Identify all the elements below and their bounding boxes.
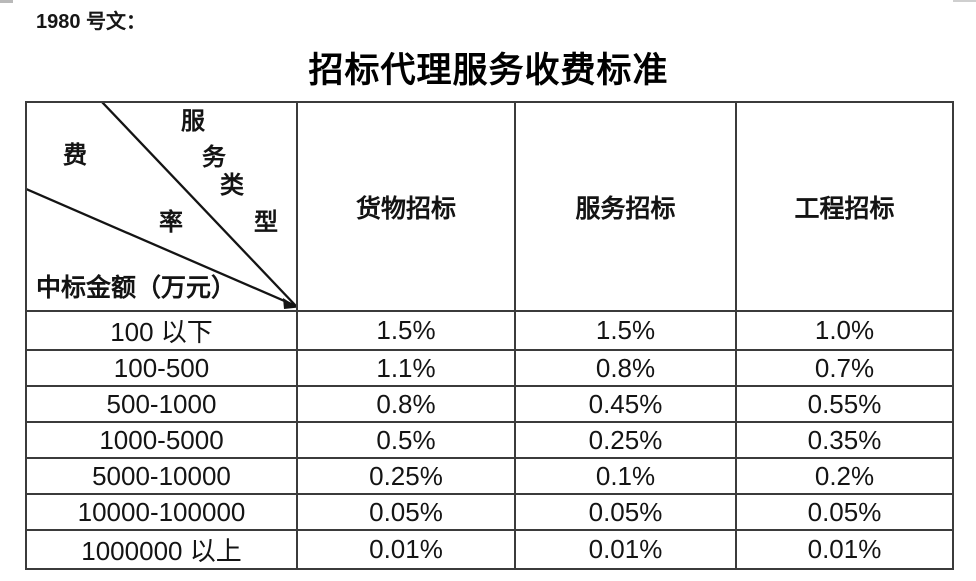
- table-row: 10000-100000 0.05% 0.05% 0.05%: [25, 493, 954, 531]
- amount-range-cell: 100-500: [25, 349, 298, 387]
- rate-cell: 0.05%: [296, 493, 516, 531]
- column-header-works: 工程招标: [735, 101, 954, 312]
- rate-cell: 0.8%: [514, 349, 737, 387]
- doc-number: 1980 号文：: [36, 11, 147, 33]
- screen-edge-artifact-left: [0, 0, 13, 3]
- rate-cell: 0.45%: [514, 385, 737, 423]
- rate-cell: 0.05%: [735, 493, 954, 531]
- corner-label-service-type-char: 服: [181, 109, 205, 135]
- amount-range-cell: 10000-100000: [25, 493, 298, 531]
- amount-range-cell: 1000-5000: [25, 421, 298, 459]
- fee-standard-table: 服 务 类 型 费 率 中标金额（万元） 货物招标 服务招标 工程招标 100 …: [25, 101, 954, 570]
- table-row: 100-500 1.1% 0.8% 0.7%: [25, 349, 954, 387]
- rate-cell: 0.01%: [514, 529, 737, 570]
- rate-cell: 0.25%: [514, 421, 737, 459]
- table-row: 100 以下 1.5% 1.5% 1.0%: [25, 310, 954, 351]
- corner-label-rate-char: 费: [63, 143, 87, 169]
- rate-cell: 1.5%: [296, 310, 516, 351]
- corner-header-cell: 服 务 类 型 费 率 中标金额（万元）: [25, 101, 298, 312]
- table-row: 5000-10000 0.25% 0.1% 0.2%: [25, 457, 954, 495]
- table-row: 1000000 以上 0.01% 0.01% 0.01%: [25, 529, 954, 570]
- rate-cell: 0.8%: [296, 385, 516, 423]
- rate-cell: 0.35%: [735, 421, 954, 459]
- column-header-goods: 货物招标: [296, 101, 516, 312]
- diagonal-lines-icon: [28, 104, 295, 309]
- table-row: 1000-5000 0.5% 0.25% 0.35%: [25, 421, 954, 459]
- corner-label-service-type-char: 类: [220, 173, 244, 199]
- corner-label-bid-amount: 中标金额（万元）: [36, 275, 237, 302]
- amount-range-cell: 100 以下: [25, 310, 298, 351]
- amount-range-cell: 1000000 以上: [25, 529, 298, 570]
- rate-cell: 0.7%: [735, 349, 954, 387]
- corner-label-rate-char: 率: [159, 210, 183, 236]
- header-row: 服 务 类 型 费 率 中标金额（万元） 货物招标 服务招标 工程招标: [25, 101, 954, 312]
- rate-cell: 0.55%: [735, 385, 954, 423]
- rate-cell: 0.01%: [735, 529, 954, 570]
- rate-cell: 0.5%: [296, 421, 516, 459]
- amount-range-cell: 5000-10000: [25, 457, 298, 495]
- rate-cell: 1.5%: [514, 310, 737, 351]
- table-row: 500-1000 0.8% 0.45% 0.55%: [25, 385, 954, 423]
- corner-header-inner: 服 务 类 型 费 率 中标金额（万元）: [28, 104, 295, 309]
- rate-cell: 1.1%: [296, 349, 516, 387]
- rate-cell: 0.2%: [735, 457, 954, 495]
- column-header-services: 服务招标: [514, 101, 737, 312]
- screen-edge-artifact-right: [953, 0, 976, 2]
- rate-cell: 0.05%: [514, 493, 737, 531]
- rate-cell: 0.25%: [296, 457, 516, 495]
- rate-cell: 1.0%: [735, 310, 954, 351]
- corner-label-service-type-char: 型: [254, 210, 278, 236]
- amount-range-cell: 500-1000: [25, 385, 298, 423]
- corner-label-service-type-char: 务: [202, 145, 226, 171]
- rate-cell: 0.01%: [296, 529, 516, 570]
- rate-cell: 0.1%: [514, 457, 737, 495]
- page-title: 招标代理服务收费标准: [308, 51, 669, 90]
